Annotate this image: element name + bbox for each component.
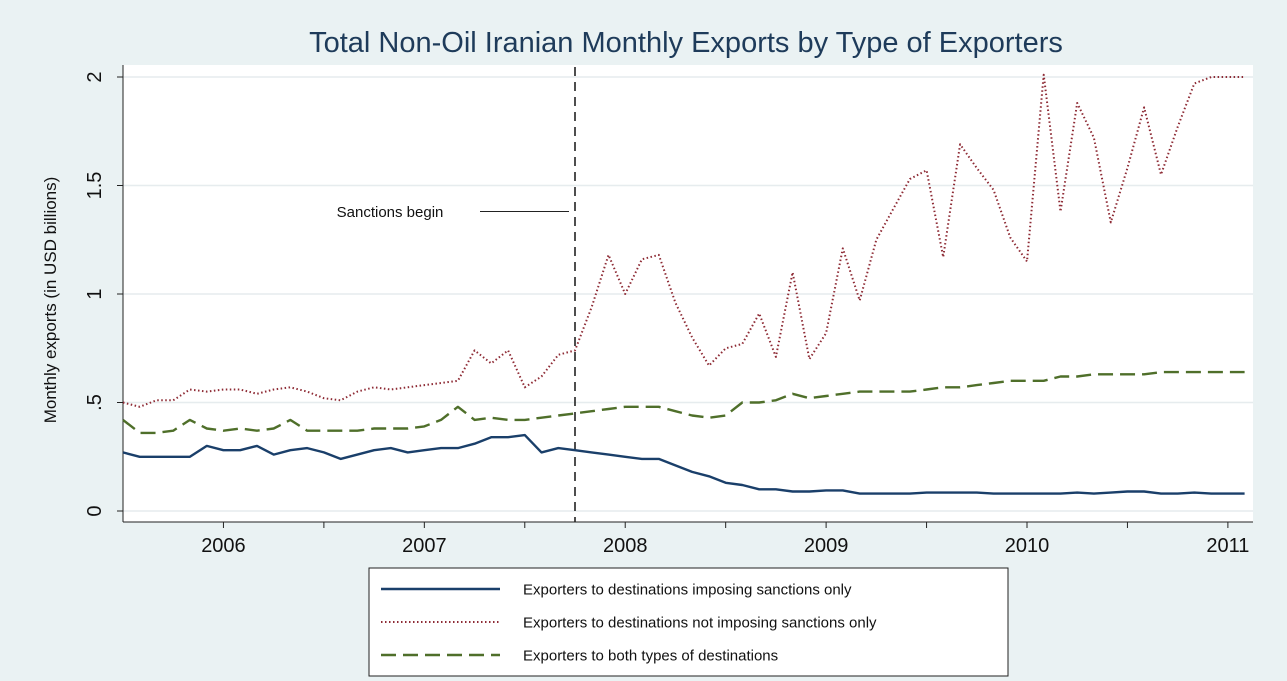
y-tick-label: .5 <box>84 394 106 411</box>
series-lines <box>122 73 1245 495</box>
series-line <box>122 370 1245 435</box>
x-tick-label: 2010 <box>1005 535 1050 557</box>
annotation-label: Sanctions begin <box>337 204 444 221</box>
y-tick-label: 0 <box>84 505 106 516</box>
annotation-group: Sanctions begin <box>337 67 576 522</box>
x-tick-label: 2008 <box>603 535 648 557</box>
x-tick-label: 2009 <box>804 535 849 557</box>
gridlines <box>123 76 1253 512</box>
y-tick-label: 2 <box>84 71 106 82</box>
x-tick-label: 2011 <box>1206 535 1249 557</box>
legend-label: Exporters to destinations not imposing s… <box>523 614 877 631</box>
y-tick-label: 1.5 <box>84 172 106 200</box>
legend: Exporters to destinations imposing sanct… <box>368 567 1009 677</box>
chart-title: Total Non-Oil Iranian Monthly Exports by… <box>309 27 1063 59</box>
y-tick-label: 1 <box>84 288 106 299</box>
x-tick-label: 2007 <box>402 535 447 557</box>
y-axis-label: Monthly exports (in USD billions) <box>41 177 60 424</box>
legend-label: Exporters to destinations imposing sanct… <box>523 581 852 598</box>
axes: 0 .5 1 1.5 2 2006 2007 2008 2009 2010 2011 <box>84 65 1253 557</box>
legend-label: Exporters to both types of destinations <box>523 647 778 664</box>
legend-box <box>368 567 1009 677</box>
series-line <box>122 433 1245 495</box>
x-tick-label: 2006 <box>201 535 246 557</box>
